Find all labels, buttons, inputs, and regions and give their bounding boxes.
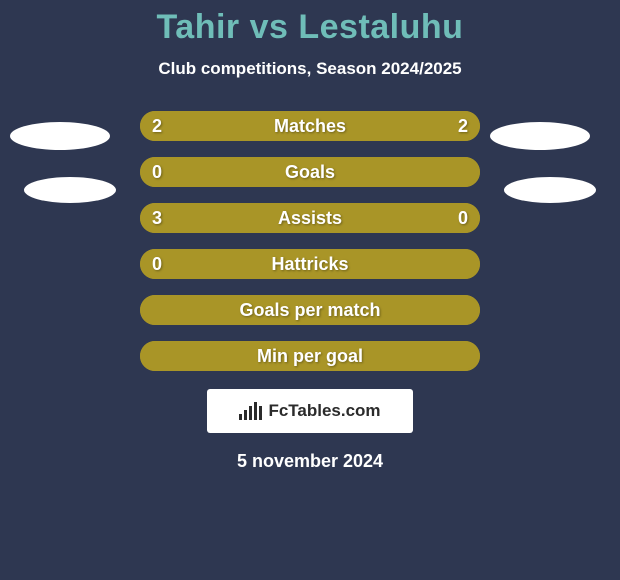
stat-bar-track [140,203,480,233]
stat-bar-track [140,295,480,325]
subtitle: Club competitions, Season 2024/2025 [0,59,620,79]
stats-bars: Matches22Goals0Assists30Hattricks0Goals … [0,111,620,371]
stat-bar-left-fill [140,157,480,187]
comparison-infographic: Tahir vs Lestaluhu Club competitions, Se… [0,0,620,580]
stat-bar-left-fill [140,249,480,279]
stat-bar-track [140,111,480,141]
stat-bar-left-fill [140,341,480,371]
stat-bar-track [140,341,480,371]
fctables-logo-box: FcTables.com [207,389,413,433]
stat-bar-right-fill [402,203,480,233]
logo-text: FcTables.com [268,401,380,421]
stat-bar-left-fill [140,203,402,233]
avatar-placeholder-right [490,122,590,150]
stat-row: Goals per match [0,295,620,325]
stat-bar-track [140,157,480,187]
avatar-placeholder-left [10,122,110,150]
avatar-placeholder-right [504,177,596,203]
avatar-placeholder-left [24,177,116,203]
stat-row: Hattricks0 [0,249,620,279]
bar-chart-icon [239,402,262,420]
stat-row: Min per goal [0,341,620,371]
stat-bar-right-fill [310,111,480,141]
stat-row: Assists30 [0,203,620,233]
stat-bar-left-fill [140,295,480,325]
stat-bar-left-fill [140,111,310,141]
date-text: 5 november 2024 [0,451,620,472]
stat-bar-track [140,249,480,279]
page-title: Tahir vs Lestaluhu [0,8,620,47]
